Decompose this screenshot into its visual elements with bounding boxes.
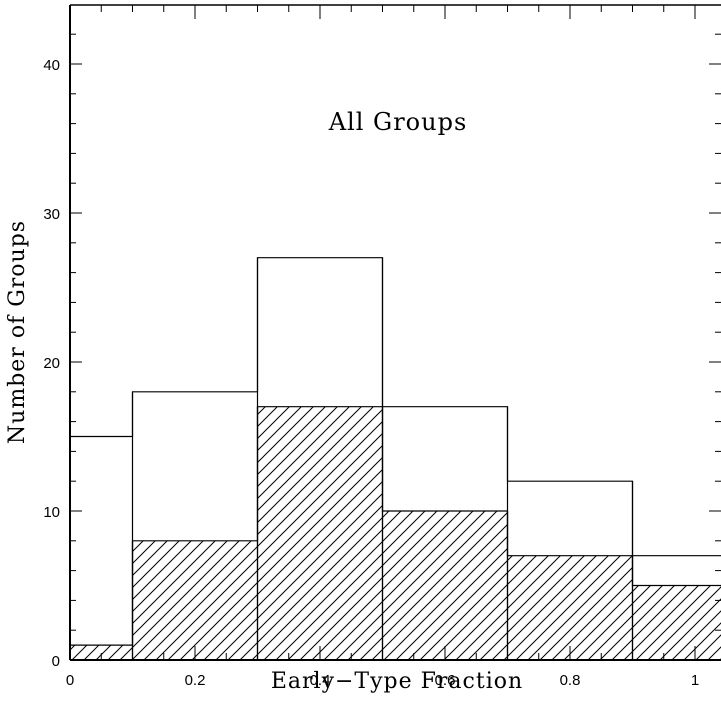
y-tick-label: 20: [43, 355, 60, 372]
tick-labels: 0 10 20 30 40 0 0.2 0.4 0.6 0.8 1: [43, 57, 699, 689]
hatched-bar-2: [257, 406, 383, 660]
y-axis-title: Number of Groups: [5, 220, 30, 444]
x-tick-label: 0: [66, 672, 74, 689]
x-tick-label: 1: [691, 672, 699, 689]
hatched-bar-4: [507, 555, 633, 660]
y-tick-label: 0: [52, 653, 60, 670]
x-tick-label: 0.2: [185, 672, 206, 689]
annotation-all-groups: All Groups: [328, 108, 468, 136]
x-tick-label: 0.4: [310, 672, 331, 689]
y-tick-label: 30: [43, 206, 60, 223]
hatched-bar-1: [132, 540, 258, 660]
hatched-bar-3: [382, 511, 508, 660]
axis-ticks: [69, 5, 721, 661]
x-tick-label: 0.8: [560, 672, 581, 689]
series-hatched: [70, 406, 721, 660]
hatched-bar-5: [632, 585, 721, 660]
x-axis-title: Early−Type Fraction: [271, 669, 523, 694]
hatched-bar-0: [70, 645, 133, 660]
x-tick-label: 0.6: [435, 672, 456, 689]
y-tick-label: 10: [43, 504, 60, 521]
y-tick-label: 40: [43, 57, 60, 74]
plot-area: [70, 257, 721, 660]
